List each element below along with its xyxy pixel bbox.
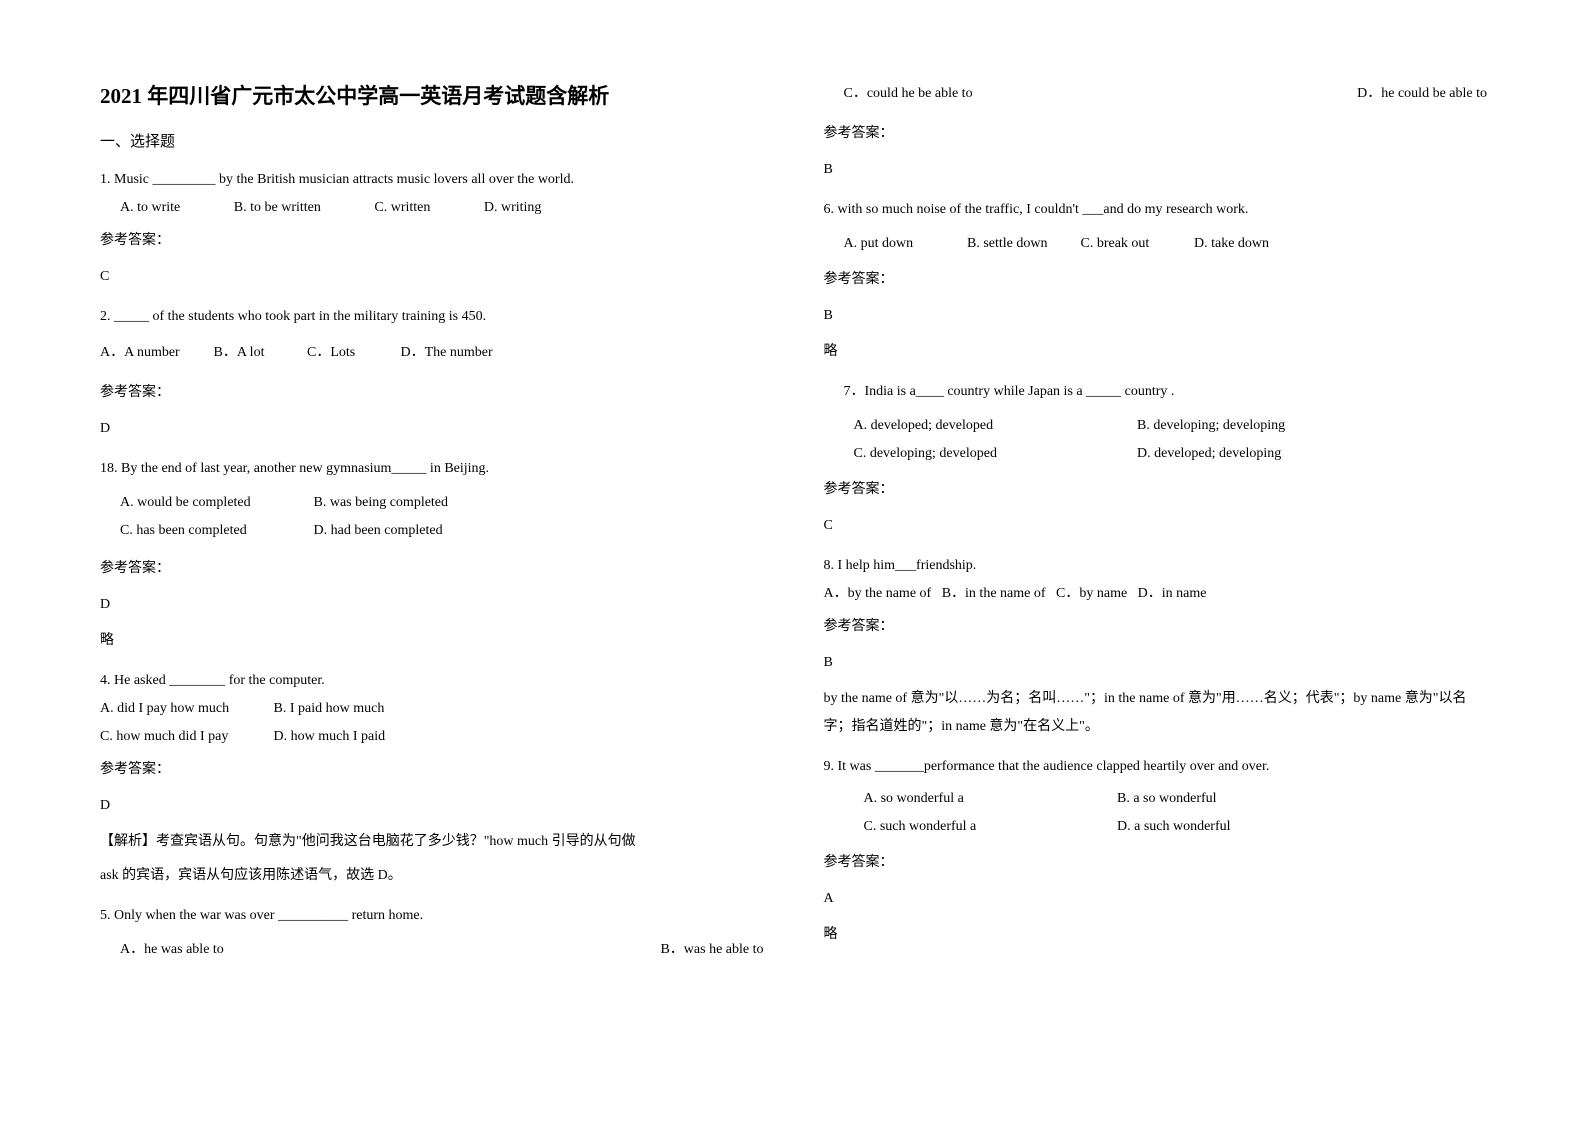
q5-optA: A．he was able to [100,936,224,964]
q5-answer-label: 参考答案： [824,120,1488,148]
q6-optA: A. put down [844,230,964,258]
q4-optC: C. how much did I pay [100,723,270,751]
q3-optD: D. had been completed [314,523,443,538]
section-heading: 一、选择题 [100,130,764,151]
q8-text: 8. I help him___friendship. [824,552,1488,580]
page-container: 2021 年四川省广元市太公中学高一英语月考试题含解析 一、选择题 1. Mus… [100,80,1487,976]
question-5-cont: C．could he be able to D．he could be able… [824,80,1488,184]
q4-answer: D [100,792,764,820]
q5-optB: B．was he able to [660,936,763,964]
q9-options-row1: A. so wonderful a B. a so wonderful [824,785,1488,813]
q9-answer-label: 参考答案： [824,849,1488,877]
q8-optB: B．in the name of [942,586,1046,601]
q9-optA: A. so wonderful a [864,785,1114,813]
q4-options-row2: C. how much did I pay D. how much I paid [100,723,764,751]
q2-text: 2. _____ of the students who took part i… [100,303,764,331]
question-3: 18. By the end of last year, another new… [100,455,764,655]
q3-note: 略 [100,627,764,655]
q8-optD: D．in name [1138,586,1207,601]
q9-optD: D. a such wonderful [1117,819,1231,834]
q2-options: A．A number B．A lot C．Lots D．The number [100,339,764,367]
q6-note: 略 [824,338,1488,366]
q9-note: 略 [824,921,1488,949]
q6-optC: C. break out [1081,230,1191,258]
q7-options-row1: A. developed; developed B. developing; d… [824,412,1488,440]
q4-text: 4. He asked ________ for the computer. [100,667,764,695]
q9-text: 9. It was _______performance that the au… [824,753,1488,781]
q1-text: 1. Music _________ by the British musici… [100,166,764,194]
question-8: 8. I help him___friendship. A．by the nam… [824,552,1488,741]
q2-optD: D．The number [401,339,493,367]
q3-options-row1: A. would be completed B. was being compl… [100,489,764,517]
q4-answer-label: 参考答案： [100,756,764,784]
q3-text: 18. By the end of last year, another new… [100,455,764,483]
q2-optC: C．Lots [307,339,397,367]
q7-answer: C [824,512,1488,540]
q1-optC: C. written [374,194,430,222]
q4-explanation1: 【解析】考查宾语从句。句意为"他问我这台电脑花了多少钱？"how much 引导… [100,828,764,856]
q2-optB: B．A lot [214,339,304,367]
q8-explanation: by the name of 意为"以……为名；名叫……"；in the nam… [824,685,1488,741]
q1-options: A. to write B. to be written C. written … [100,194,764,222]
q9-optB: B. a so wonderful [1117,791,1217,806]
q4-optB: B. I paid how much [274,701,385,716]
q7-optB: B. developing; developing [1137,418,1285,433]
q8-optC: C．by name [1056,586,1127,601]
page-title: 2021 年四川省广元市太公中学高一英语月考试题含解析 [100,80,764,110]
q7-optA: A. developed; developed [854,412,1134,440]
q1-optB: B. to be written [234,194,321,222]
q8-options: A．by the name of B．in the name of C．by n… [824,580,1488,608]
q3-optA: A. would be completed [120,489,310,517]
q1-answer-label: 参考答案： [100,227,764,255]
q4-optD: D. how much I paid [274,729,386,744]
q5-optC-row: C．could he be able to D．he could be able… [824,80,1488,108]
q7-answer-label: 参考答案： [824,476,1488,504]
q2-answer: D [100,415,764,443]
right-column: C．could he be able to D．he could be able… [824,80,1488,976]
q1-answer: C [100,263,764,291]
q7-text: 7．India is a____ country while Japan is … [824,378,1488,406]
q5-optA-row: A．he was able to B．was he able to [100,936,764,964]
q1-optA: A. to write [120,194,180,222]
q8-answer-label: 参考答案： [824,613,1488,641]
left-column: 2021 年四川省广元市太公中学高一英语月考试题含解析 一、选择题 1. Mus… [100,80,764,976]
question-6: 6. with so much noise of the traffic, I … [824,196,1488,366]
q4-options-row1: A. did I pay how much B. I paid how much [100,695,764,723]
q5-answer: B [824,156,1488,184]
question-1: 1. Music _________ by the British musici… [100,166,764,291]
q7-optD: D. developed; developing [1137,446,1281,461]
q5-optD: D．he could be able to [1357,80,1487,108]
q8-optA: A．by the name of [824,586,932,601]
q6-optB: B. settle down [967,230,1077,258]
q6-answer-label: 参考答案： [824,266,1488,294]
q3-optC: C. has been completed [120,517,310,545]
q9-options-row2: C. such wonderful a D. a such wonderful [824,813,1488,841]
q6-options: A. put down B. settle down C. break out … [824,230,1488,258]
q3-options-row2: C. has been completed D. had been comple… [100,517,764,545]
question-2: 2. _____ of the students who took part i… [100,303,764,443]
q3-answer-label: 参考答案： [100,555,764,583]
question-4: 4. He asked ________ for the computer. A… [100,667,764,890]
q7-optC: C. developing; developed [854,440,1134,468]
q4-optA: A. did I pay how much [100,695,270,723]
q6-answer: B [824,302,1488,330]
q6-text: 6. with so much noise of the traffic, I … [824,196,1488,224]
q2-answer-label: 参考答案： [100,379,764,407]
q3-answer: D [100,591,764,619]
question-9: 9. It was _______performance that the au… [824,753,1488,949]
q5-text: 5. Only when the war was over __________… [100,902,764,930]
question-5: 5. Only when the war was over __________… [100,902,764,964]
q3-optB: B. was being completed [314,495,449,510]
q5-optC: C．could he be able to [824,80,973,108]
question-7: 7．India is a____ country while Japan is … [824,378,1488,540]
q9-answer: A [824,885,1488,913]
q1-optD: D. writing [484,194,542,222]
q9-optC: C. such wonderful a [864,813,1114,841]
q7-options-row2: C. developing; developed D. developed; d… [824,440,1488,468]
q6-optD: D. take down [1194,236,1269,251]
q2-optA: A．A number [100,339,210,367]
q8-answer: B [824,649,1488,677]
q4-explanation2: ask 的宾语，宾语从句应该用陈述语气，故选 D。 [100,862,764,890]
